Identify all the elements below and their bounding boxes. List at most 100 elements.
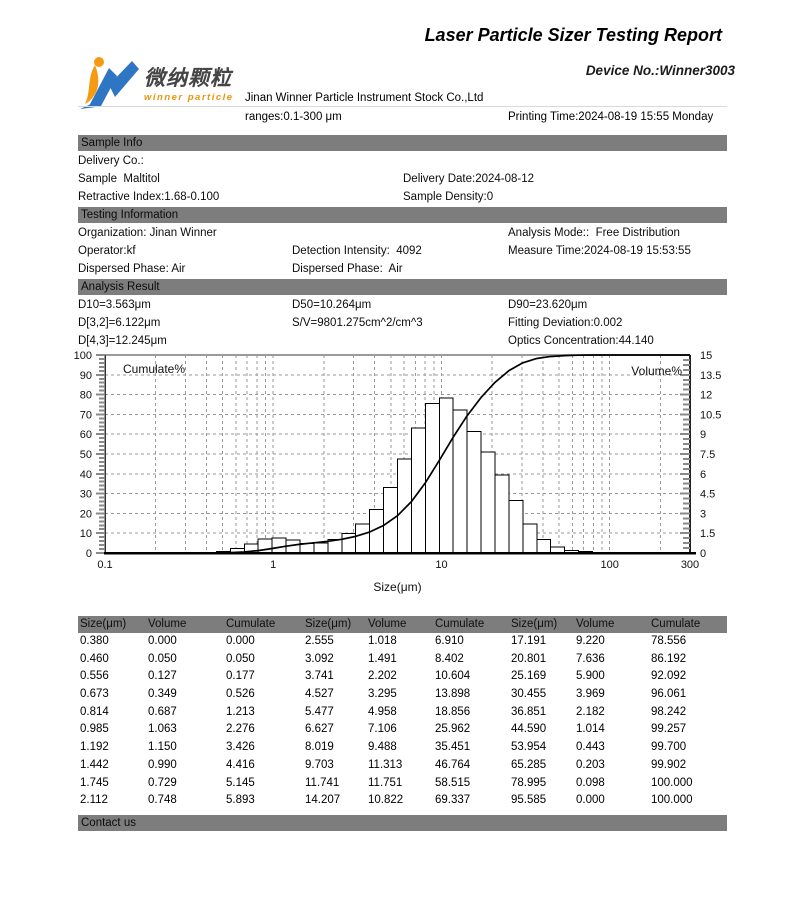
measurement-range: ranges:0.1-300 μm: [245, 111, 342, 123]
table-cell: 92.092: [651, 670, 687, 683]
table-cell: 0.729: [148, 776, 177, 789]
table-cell: 0.687: [148, 705, 177, 718]
table-cell: 6.910: [435, 635, 464, 647]
table-cell: 35.451: [435, 741, 471, 754]
table-header-cell: Volume: [368, 618, 407, 630]
table-cell: 1.213: [226, 705, 255, 718]
svg-text:100: 100: [601, 559, 619, 571]
measure-time: Measure Time:2024-08-19 15:53:55: [508, 245, 691, 257]
device-number: Device No.:Winner3003: [585, 63, 735, 78]
table-cell: 4.416: [226, 758, 255, 771]
dispersed-phase-1: Dispersed Phase: Air: [78, 263, 186, 275]
table-cell: 86.192: [651, 652, 687, 665]
svg-text:9: 9: [700, 429, 706, 441]
table-cell: 2.202: [368, 670, 397, 683]
table-cell: 95.585: [511, 794, 547, 807]
table-cell: 1.014: [576, 723, 605, 736]
table-cell: 6.627: [305, 723, 334, 736]
printing-time: Printing Time:2024-08-19 15:55 Monday: [508, 111, 714, 123]
table-cell: 30.455: [511, 688, 547, 701]
table-cell: 0.748: [148, 794, 177, 807]
table-cell: 18.856: [435, 705, 471, 718]
d10-value: D10=3.563μm: [78, 299, 151, 311]
svg-text:15: 15: [700, 350, 712, 362]
sample-name: Sample Maltitol: [78, 173, 160, 185]
table-cell: 0.000: [576, 794, 605, 807]
svg-text:50: 50: [80, 449, 92, 461]
table-cell: 9.220: [576, 635, 605, 647]
table-cell: 5.893: [226, 794, 255, 807]
table-cell: 20.801: [511, 652, 547, 665]
table-header-row: Size(μm) Volume Cumulate Size(μm) Volume Cumu…: [78, 616, 727, 633]
table-cell: 99.700: [651, 741, 687, 754]
svg-text:Cumulate%: Cumulate%: [123, 362, 185, 376]
table-cell: 69.337: [435, 794, 471, 807]
table-cell: 5.145: [226, 776, 255, 789]
table-row: 0.380 0.000 0.000 2.555 1.018 6.910 17.191 9.22…: [78, 633, 727, 651]
section-sample-info: Sample Info: [78, 135, 727, 151]
table-cell: 25.169: [511, 670, 547, 683]
table-cell: 98.242: [651, 705, 687, 718]
table-cell: 7.636: [576, 652, 605, 665]
table-cell: 1.442: [80, 758, 109, 771]
table-cell: 0.177: [226, 670, 255, 683]
logo-english-name: winner particle: [144, 92, 234, 103]
svg-text:12: 12: [700, 390, 712, 402]
svg-text:100: 100: [74, 350, 92, 362]
table-row: 0.556 0.127 0.177 3.741 2.202 10.604 25.169 5.9…: [78, 668, 727, 686]
table-cell: 1.150: [148, 741, 177, 754]
table-cell: 0.203: [576, 758, 605, 771]
table-cell: 3.426: [226, 741, 255, 754]
table-row: 1.442 0.990 4.416 9.703 11.313 46.764 65.285 0.…: [78, 757, 727, 775]
svg-text:300: 300: [681, 559, 699, 571]
table-body: 0.380 0.000 0.000 2.555 1.018 6.910 17.191 9.22…: [78, 633, 727, 810]
sample-density: Sample Density:0: [403, 191, 494, 203]
table-cell: 1.745: [80, 776, 109, 789]
table-cell: 99.257: [651, 723, 687, 736]
table-cell: 7.106: [368, 723, 397, 736]
svg-text:4.5: 4.5: [700, 489, 715, 501]
table-cell: 3.295: [368, 688, 397, 701]
table-cell: 0.443: [576, 741, 605, 754]
analysis-mode: Analysis Mode:: Free Distribution: [508, 227, 680, 239]
table-cell: 4.527: [305, 688, 334, 701]
table-header-cell: Volume: [576, 618, 615, 630]
table-cell: 13.898: [435, 688, 471, 701]
table-header-cell: Cumulate: [651, 618, 701, 630]
table-cell: 5.477: [305, 705, 334, 718]
table-row: 1.192 1.150 3.426 8.019 9.488 35.451 53.954 0.4…: [78, 739, 727, 757]
distribution-chart: 0 10 20 30 40 50 60 70 80 90 100 0 1.5 3 4.5 6 7.5 9 10.5 1…: [74, 350, 722, 594]
table-cell: 65.285: [511, 758, 547, 771]
table-cell: 36.851: [511, 705, 547, 718]
section-testing-information: Testing Information: [78, 207, 727, 223]
svg-text:70: 70: [80, 409, 92, 421]
table-cell: 25.962: [435, 723, 471, 736]
table-cell: 58.515: [435, 776, 471, 789]
table-cell: 0.990: [148, 758, 177, 771]
operator: Operator:kf: [78, 245, 136, 257]
table-cell: 0.127: [148, 670, 177, 683]
svg-text:10.5: 10.5: [700, 409, 721, 421]
table-cell: 78.995: [511, 776, 547, 789]
delivery-date: Delivery Date:2024-08-12: [403, 173, 535, 185]
table-row: 0.460 0.050 0.050 3.092 1.491 8.402 20.801 7.63…: [78, 651, 727, 669]
table-cell: 8.019: [305, 741, 334, 754]
svg-text:10: 10: [80, 528, 92, 540]
table-cell: 10.604: [435, 670, 471, 683]
table-row: 0.985 1.063 2.276 6.627 7.106 25.962 44.590 1.0…: [78, 721, 727, 739]
table-cell: 0.556: [80, 670, 109, 683]
table-cell: 3.741: [305, 670, 334, 683]
table-cell: 3.969: [576, 688, 605, 701]
table-cell: 17.191: [511, 635, 547, 647]
table-cell: 0.673: [80, 688, 109, 701]
svg-text:30: 30: [80, 489, 92, 501]
winner-logo-icon: [76, 54, 142, 112]
table-cell: 0.050: [148, 652, 177, 665]
svg-text:3: 3: [700, 508, 706, 520]
svg-text:1: 1: [270, 559, 276, 571]
table-cell: 44.590: [511, 723, 547, 736]
company-name: Jinan Winner Particle Instrument Stock C…: [245, 92, 484, 104]
table-cell: 100.000: [651, 776, 693, 789]
table-cell: 0.814: [80, 705, 109, 718]
table-cell: 2.555: [305, 635, 334, 647]
